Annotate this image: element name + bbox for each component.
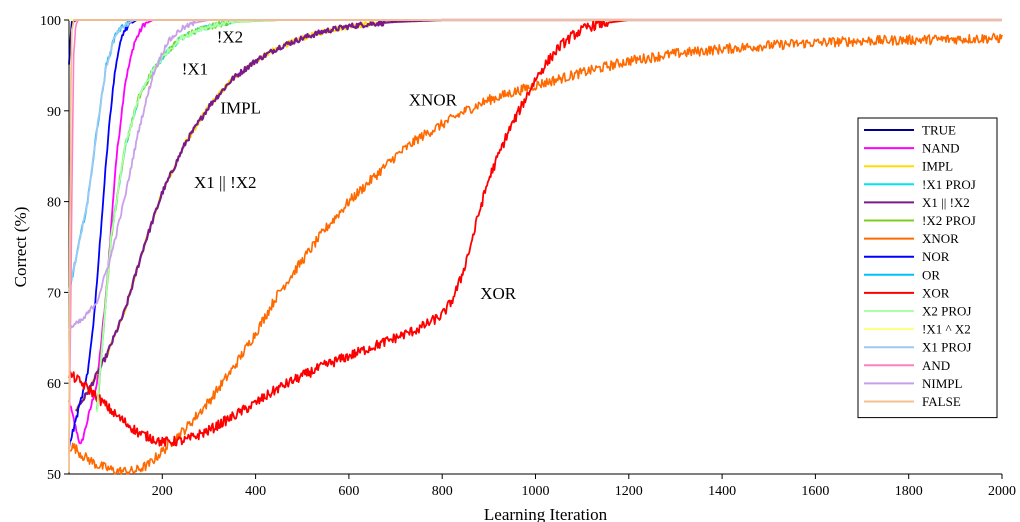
y-tick-label: 70: [47, 286, 61, 301]
legend-label: NAND: [922, 141, 960, 156]
legend-label: !X2 PROJ: [922, 213, 976, 228]
legend-label: !X1 PROJ: [922, 177, 976, 192]
annotation-label: !X2: [217, 28, 243, 47]
legend-label: FALSE: [922, 394, 961, 409]
x-tick-label: 400: [245, 484, 266, 499]
y-tick-label: 50: [47, 468, 61, 483]
x-tick-label: 1200: [615, 484, 643, 499]
legend-label: IMPL: [922, 159, 953, 174]
legend-label: TRUE: [922, 123, 956, 138]
annotation-label: X1 || !X2: [194, 173, 257, 192]
legend-box: [857, 117, 998, 419]
x-tick-label: 800: [432, 484, 453, 499]
y-axis-title: Correct (%): [11, 207, 30, 288]
y-tick-label: 60: [47, 377, 61, 392]
series-line-false: [68, 19, 1002, 473]
legend-label: XNOR: [922, 231, 959, 246]
x-tick-label: 600: [338, 484, 359, 499]
x-tick-label: 1000: [522, 484, 550, 499]
x-tick-label: 1800: [895, 484, 923, 499]
x-axis-title: Learning Iteration: [484, 505, 608, 522]
annotation-label: !X1: [182, 59, 208, 78]
legend-label: !X1 ^ X2: [922, 322, 971, 337]
annotations: !X2 !X1 IMPL X1 || !X2 XNOR XOR: [182, 28, 517, 303]
annotation-label: IMPL: [220, 99, 261, 118]
y-tick-label: 100: [40, 14, 61, 29]
x-tick-label: 1600: [801, 484, 829, 499]
axes: 50 60 70 80 90 100 200 400 600 800 1000 1200 1400 160…: [11, 14, 1016, 522]
legend-label: NIMPL: [922, 376, 963, 391]
legend: TRUE NAND IMPL !X1 PROJ X1 || !X2 !X2 PROJ XNO…: [857, 117, 998, 419]
legend-label: AND: [922, 358, 950, 373]
annotation-label: XOR: [480, 284, 517, 303]
y-tick-label: 90: [47, 105, 61, 120]
x-tick-label: 200: [152, 484, 173, 499]
y-tick-label: 80: [47, 196, 61, 211]
series-line-xnor: [68, 32, 1003, 475]
x-tick-label: 2000: [988, 484, 1016, 499]
legend-label: X1 || !X2: [922, 195, 970, 210]
legend-label: XOR: [922, 285, 950, 300]
legend-label: X1 PROJ: [922, 340, 972, 355]
legend-label: NOR: [922, 249, 950, 264]
annotation-label: XNOR: [409, 90, 458, 109]
x-tick-label: 1400: [708, 484, 736, 499]
legend-label: X2 PROJ: [922, 304, 972, 319]
series-lines: [68, 18, 1003, 475]
legend-label: OR: [922, 267, 940, 282]
